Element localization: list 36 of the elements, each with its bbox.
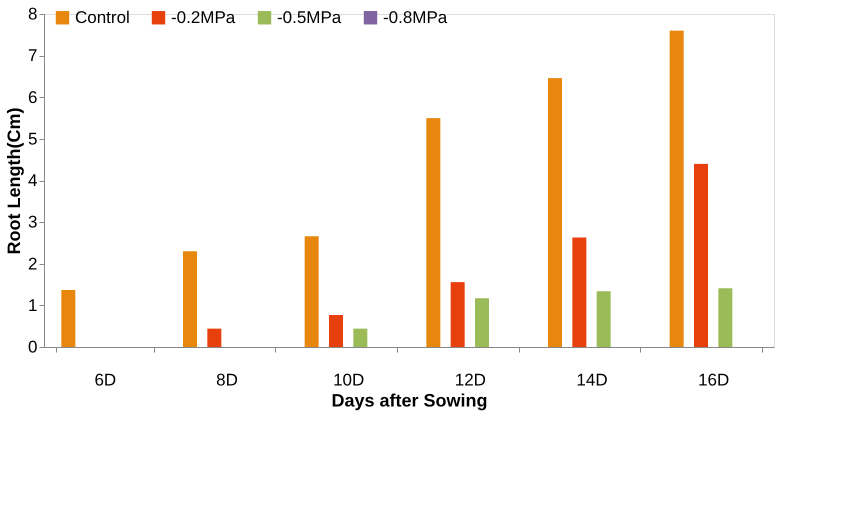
y-tick-label: 8 [28,4,38,24]
x-tick-label: 16D [698,370,730,390]
y-axis-title: Root Length(Cm) [4,108,24,254]
y-tick-label: 7 [28,46,38,66]
bar [61,290,76,347]
y-tick-label: 4 [28,171,38,190]
x-tick-label: 8D [216,370,238,390]
y-tick-label: 0 [28,338,38,356]
legend-label: -0.2MPa [171,8,236,27]
bar [353,328,368,347]
x-axis-title: Days after Sowing [331,390,488,410]
x-tick-label: 6D [94,370,116,390]
bar [207,328,222,347]
x-tick-label: 12D [454,370,486,390]
bar [670,30,684,347]
bar [596,291,611,347]
x-tick-label: 14D [576,370,608,390]
bar [475,298,489,347]
bar [718,288,732,347]
bar [426,118,440,347]
y-tick-label: 5 [28,129,38,148]
x-tick-label: 10D [333,370,364,390]
bar [694,164,708,347]
bar [572,238,586,347]
legend-label: Control [75,8,130,27]
bar [304,236,319,347]
bar [183,251,197,347]
bar [548,78,562,347]
bar [450,282,465,347]
y-tick-label: 3 [28,212,38,232]
y-tick-label: 1 [28,296,38,315]
legend-label: -0.5MPa [277,8,342,27]
legend-label: -0.8MPa [383,8,448,27]
y-tick-label: 2 [28,254,38,274]
bar [329,314,343,347]
y-tick-label: 6 [28,88,38,107]
